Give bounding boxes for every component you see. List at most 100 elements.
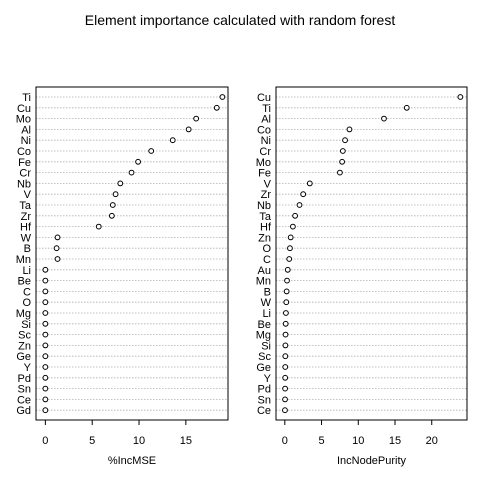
category-label: Ge — [256, 362, 271, 374]
category-label: Si — [261, 340, 271, 352]
x-tick-label: 15 — [389, 435, 401, 447]
data-point — [42, 396, 49, 403]
category-label: V — [264, 178, 272, 190]
category-label: Nb — [257, 200, 271, 212]
data-point — [42, 331, 49, 338]
data-point — [282, 320, 289, 327]
category-label: Ti — [262, 103, 271, 115]
category-label: Cu — [17, 103, 31, 115]
category-label: Mo — [16, 114, 31, 126]
category-label: Mn — [16, 254, 31, 266]
data-point — [284, 277, 290, 284]
x-tick-label: 0 — [42, 435, 48, 447]
category-label: Pd — [258, 384, 271, 396]
data-point — [287, 245, 293, 252]
data-point — [306, 180, 313, 187]
category-label: Ge — [16, 351, 31, 363]
x-axis-label: IncNodePurity — [337, 455, 407, 467]
x-tick-label: 10 — [133, 435, 145, 447]
category-label: Mo — [256, 157, 271, 169]
data-point — [193, 115, 200, 122]
data-point — [282, 342, 289, 349]
x-axis-label: %IncMSE — [108, 455, 156, 467]
x-tick-label: 20 — [426, 435, 438, 447]
data-point — [282, 396, 288, 403]
plot-frame — [35, 86, 229, 421]
category-label: Si — [21, 319, 31, 331]
data-point — [282, 374, 289, 381]
category-label: Hf — [260, 222, 272, 234]
category-label: Al — [261, 114, 271, 126]
data-point — [284, 266, 291, 273]
data-point — [53, 245, 60, 252]
category-label: Co — [257, 124, 271, 136]
data-point — [169, 137, 176, 144]
data-point — [287, 234, 294, 241]
data-point — [117, 180, 124, 187]
data-point — [282, 331, 289, 338]
data-point — [300, 191, 307, 198]
data-point — [42, 364, 49, 370]
category-label: Ce — [257, 405, 271, 417]
category-label: Mg — [16, 308, 31, 320]
category-label: Sn — [258, 394, 271, 406]
data-point — [42, 299, 49, 306]
category-label: Be — [258, 319, 271, 331]
data-point — [282, 364, 289, 370]
data-point — [219, 94, 226, 100]
data-point — [148, 148, 155, 154]
data-point — [42, 374, 49, 381]
category-label: Zn — [18, 340, 31, 352]
data-point — [286, 256, 293, 262]
chart-title: Element importance calculated with rando… — [85, 12, 396, 28]
category-label: Fe — [18, 157, 31, 169]
category-label: Co — [17, 146, 31, 158]
data-point — [283, 310, 289, 316]
data-point — [289, 223, 296, 230]
data-point — [42, 407, 49, 414]
data-point — [283, 299, 290, 306]
data-point — [42, 310, 49, 316]
data-point — [296, 202, 303, 208]
category-label: Ta — [259, 211, 272, 223]
data-point — [95, 223, 102, 230]
category-label: Hf — [20, 222, 32, 234]
data-point — [213, 104, 220, 111]
category-label: Cr — [259, 146, 271, 158]
data-point — [283, 288, 290, 295]
category-label: C — [23, 286, 31, 298]
data-point — [128, 169, 135, 176]
category-label: Sn — [18, 384, 31, 396]
category-label: Zr — [21, 211, 32, 223]
data-point — [346, 126, 353, 133]
category-label: Y — [24, 362, 32, 374]
data-point — [381, 115, 387, 122]
data-point — [282, 353, 289, 360]
data-point — [109, 202, 116, 208]
category-label: Li — [22, 265, 31, 277]
category-label: W — [261, 297, 272, 309]
x-tick-label: 15 — [180, 435, 192, 447]
category-label: Sc — [258, 351, 271, 363]
data-point — [42, 320, 49, 327]
category-label: Sc — [18, 330, 31, 342]
data-point — [108, 212, 115, 219]
category-label: V — [24, 189, 32, 201]
data-point — [282, 385, 289, 392]
data-point — [457, 94, 464, 100]
category-label: Ti — [22, 92, 31, 104]
plot-frame — [275, 86, 468, 421]
category-label: Nb — [17, 178, 31, 190]
data-point — [282, 407, 288, 414]
data-point — [54, 234, 61, 241]
category-label: Ni — [21, 135, 31, 147]
data-point — [42, 385, 49, 392]
data-point — [42, 353, 49, 360]
data-point — [342, 137, 348, 144]
data-point — [185, 126, 192, 133]
data-point — [42, 342, 49, 349]
data-point — [54, 256, 61, 262]
category-label: Ni — [261, 135, 271, 147]
